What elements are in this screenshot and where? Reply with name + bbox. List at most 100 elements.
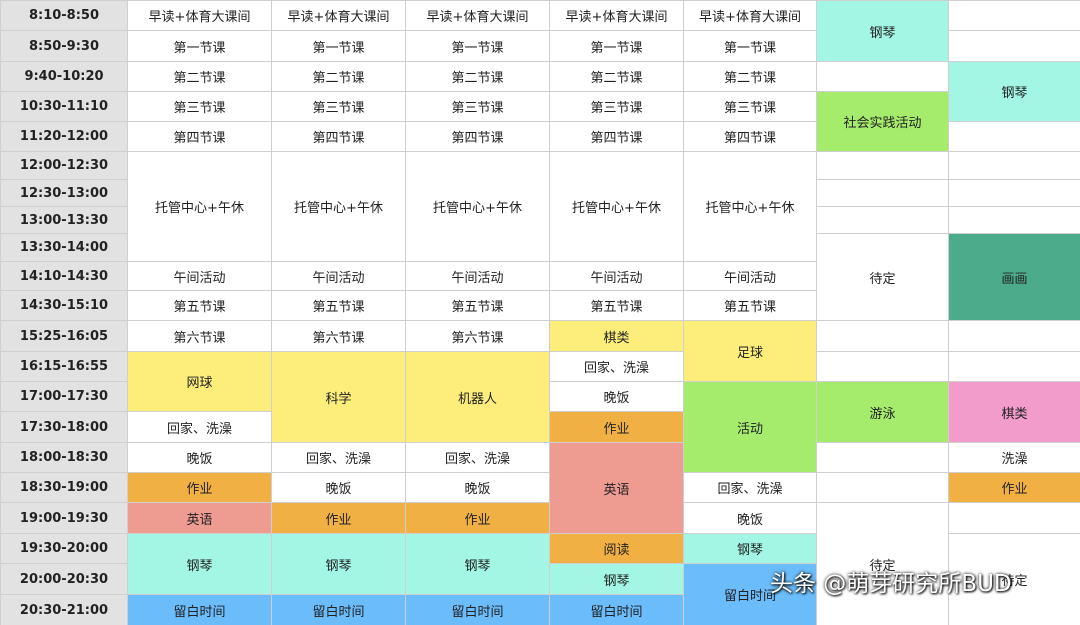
- cell: 科学: [271, 351, 406, 443]
- cell: 英语: [127, 502, 272, 534]
- empty-cell: [948, 502, 1080, 534]
- cell: 第四节课: [683, 121, 817, 152]
- empty-cell: [948, 30, 1080, 62]
- time: 17:30-18:00: [0, 411, 128, 443]
- cell: 待定: [816, 233, 949, 321]
- time: 15:25-16:05: [0, 320, 128, 352]
- cell: 托管中心+午休: [271, 151, 406, 262]
- cell: 第一节课: [271, 30, 406, 62]
- cell: 第六节课: [127, 320, 272, 352]
- empty-cell: [816, 351, 949, 382]
- cell: 晚饭: [127, 442, 272, 473]
- cell: 第四节课: [127, 121, 272, 152]
- cell: 回家、洗澡: [549, 351, 684, 382]
- cell: 待定: [816, 502, 949, 625]
- cell: 英语: [549, 442, 684, 534]
- cell: 托管中心+午休: [683, 151, 817, 262]
- time: 10:30-11:10: [0, 91, 128, 122]
- cell: 社会实践活动: [816, 91, 949, 152]
- cell: 第六节课: [271, 320, 406, 352]
- cell: 作业: [271, 502, 406, 534]
- cell: 晚饭: [271, 472, 406, 503]
- cell: 午间活动: [549, 261, 684, 291]
- cell: 早读+体育大课间: [127, 0, 272, 31]
- cell: 第六节课: [405, 320, 550, 352]
- cell: 画画: [948, 233, 1080, 321]
- cell: 第一节课: [127, 30, 272, 62]
- cell: 洗澡: [948, 442, 1080, 473]
- cell: 回家、洗澡: [683, 472, 817, 503]
- cell: 第二节课: [683, 61, 817, 92]
- cell: 托管中心+午休: [127, 151, 272, 262]
- cell: 托管中心+午休: [549, 151, 684, 262]
- time: 19:30-20:00: [0, 533, 128, 564]
- cell: 第五节课: [271, 290, 406, 321]
- cell: 晚饭: [549, 381, 684, 412]
- time: 14:30-15:10: [0, 290, 128, 321]
- cell: 第五节课: [683, 290, 817, 321]
- empty-cell: [948, 0, 1080, 31]
- time: 8:10-8:50: [0, 0, 128, 31]
- cell: 第一节课: [683, 30, 817, 62]
- cell: 留白时间: [683, 563, 817, 625]
- cell: 午间活动: [127, 261, 272, 291]
- cell: 午间活动: [683, 261, 817, 291]
- cell: 第五节课: [549, 290, 684, 321]
- cell: 游泳: [816, 381, 949, 443]
- cell: 钢琴: [948, 61, 1080, 122]
- cell: 回家、洗澡: [405, 442, 550, 473]
- empty-cell: [816, 61, 949, 92]
- cell: 钢琴: [405, 533, 550, 595]
- cell: 钢琴: [127, 533, 272, 595]
- cell: 活动: [683, 381, 817, 473]
- empty-cell: [816, 442, 949, 473]
- empty-cell: [948, 320, 1080, 352]
- cell: 留白时间: [549, 594, 684, 625]
- time: 12:00-12:30: [0, 151, 128, 180]
- empty-cell: [948, 151, 1080, 180]
- cell: 第二节课: [405, 61, 550, 92]
- cell: 钢琴: [816, 0, 949, 62]
- cell: 午间活动: [405, 261, 550, 291]
- cell: 第三节课: [405, 91, 550, 122]
- empty-cell: [948, 206, 1080, 234]
- cell: 第四节课: [405, 121, 550, 152]
- cell: 第一节课: [549, 30, 684, 62]
- cell: 早读+体育大课间: [683, 0, 817, 31]
- cell: 足球: [683, 320, 817, 382]
- empty-cell: [816, 472, 949, 503]
- time: 12:30-13:00: [0, 179, 128, 207]
- cell: 作业: [405, 502, 550, 534]
- cell: 留白时间: [271, 594, 406, 625]
- cell: 第一节课: [405, 30, 550, 62]
- cell: 机器人: [405, 351, 550, 443]
- cell: 第四节课: [271, 121, 406, 152]
- empty-cell: [816, 179, 949, 207]
- cell: 第二节课: [127, 61, 272, 92]
- cell: 作业: [127, 472, 272, 503]
- cell: 晚饭: [405, 472, 550, 503]
- watermark: 头条 @萌芽研究所BUD: [770, 571, 1012, 597]
- cell: 晚饭: [683, 502, 817, 534]
- cell: 阅读: [549, 533, 684, 564]
- cell: 回家、洗澡: [127, 411, 272, 443]
- time: 18:00-18:30: [0, 442, 128, 473]
- cell: 第三节课: [271, 91, 406, 122]
- time: 17:00-17:30: [0, 381, 128, 412]
- cell: 网球: [127, 351, 272, 412]
- time: 14:10-14:30: [0, 261, 128, 291]
- time: 18:30-19:00: [0, 472, 128, 503]
- empty-cell: [948, 179, 1080, 207]
- time: 13:30-14:00: [0, 233, 128, 262]
- time: 11:20-12:00: [0, 121, 128, 152]
- cell: 留白时间: [405, 594, 550, 625]
- cell: 钢琴: [549, 563, 684, 595]
- cell: 早读+体育大课间: [549, 0, 684, 31]
- time: 20:30-21:00: [0, 594, 128, 625]
- time: 9:40-10:20: [0, 61, 128, 92]
- cell: 钢琴: [683, 533, 817, 564]
- cell: 托管中心+午休: [405, 151, 550, 262]
- cell: 第五节课: [127, 290, 272, 321]
- cell: 第五节课: [405, 290, 550, 321]
